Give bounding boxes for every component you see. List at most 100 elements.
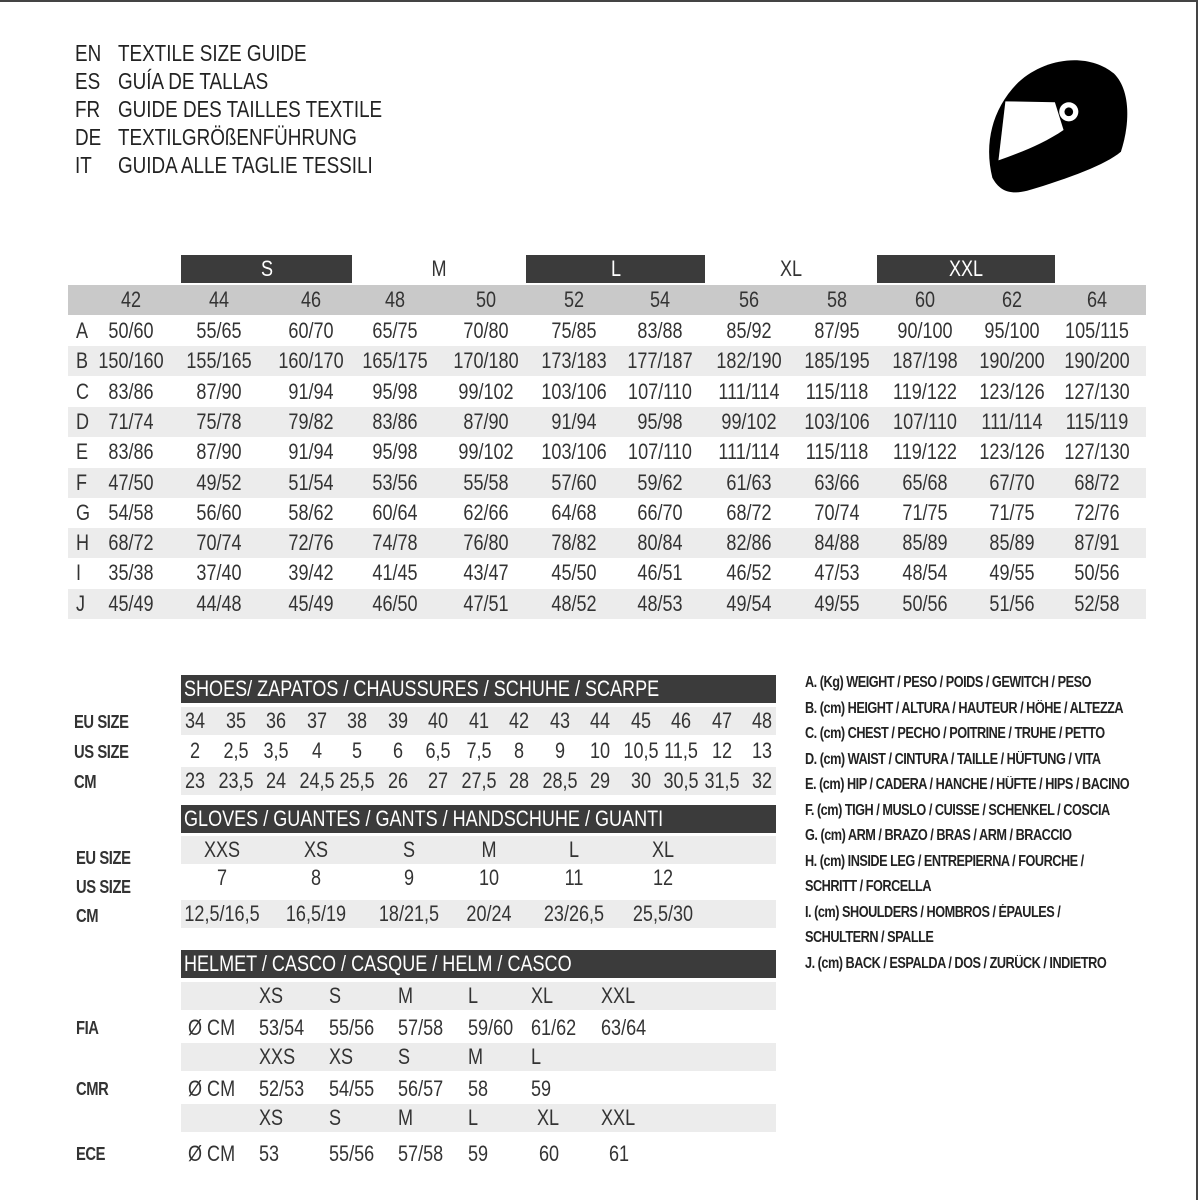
shoe-size-cell: 30 (630, 768, 651, 793)
table-cell: 72/76 (288, 530, 334, 556)
table-cell: 55/58 (463, 469, 509, 495)
helmet-size-row-stripe (181, 1104, 776, 1132)
table-cell: 52/58 (1074, 590, 1120, 616)
table-cell: 56/60 (196, 499, 242, 525)
shoes-row-label: EU SIZE (74, 712, 129, 732)
table-cell: 64/68 (551, 499, 597, 525)
helmet-value-cell: 55/56 (329, 1015, 375, 1040)
table-cell: 170/180 (453, 348, 519, 374)
table-cell: 48/53 (637, 590, 683, 616)
shoe-size-cell: 25,5 (339, 768, 375, 793)
title-text: TEXTILGRÖßENFÜHRUNG (118, 124, 357, 150)
table-cell: 71/74 (108, 408, 154, 434)
legend-item: B. (cm) HEIGHT / ALTURA / HAUTEUR / HÖHE… (805, 699, 1124, 717)
table-cell: 119/122 (893, 439, 957, 465)
helmet-size-row-stripe (181, 982, 776, 1010)
title-text: TEXTILE SIZE GUIDE (118, 40, 307, 66)
helmet-standard-label: CMR (76, 1079, 109, 1099)
table-cell: 150/160 (98, 348, 164, 374)
helmet-standard-label: ECE (76, 1144, 106, 1164)
legend-item: C. (cm) CHEST / PECHO / POITRINE / TRUHE… (805, 725, 1105, 742)
size-band-label: L (610, 256, 621, 281)
shoes-row-stripe (181, 767, 776, 795)
glove-size-cell: XXS (203, 837, 241, 862)
table-cell: 60/64 (372, 499, 418, 525)
table-cell: 95/98 (637, 408, 683, 434)
table-cell: 37/40 (196, 560, 242, 586)
helmet-size-cell: L (531, 1044, 542, 1069)
shoes-header-bar (181, 675, 776, 703)
table-row-stripe (68, 467, 1146, 498)
shoe-size-cell: 39 (387, 708, 408, 733)
table-cell: 91/94 (288, 439, 334, 465)
title-language-code: IT (75, 152, 92, 178)
helmet-value-cell: 54/55 (329, 1076, 375, 1101)
helmet-standard-label: FIA (76, 1018, 99, 1038)
table-cell: 187/198 (892, 348, 958, 374)
table-cell: 35/38 (108, 560, 154, 586)
shoes-row-label: CM (74, 772, 97, 792)
table-cell: 63/66 (814, 469, 860, 495)
shoes-row-label: US SIZE (74, 742, 129, 762)
helmet-size-cell: XS (259, 983, 284, 1008)
shoe-size-cell: 44 (589, 708, 611, 733)
helmet-value-cell: 58 (468, 1076, 489, 1101)
glove-size-cell: XL (651, 837, 675, 862)
helmet-value-cell: 59/60 (468, 1015, 514, 1040)
helmet-value-cell: 61 (609, 1141, 630, 1166)
shoe-size-cell: 12 (711, 738, 732, 763)
shoe-size-cell: 26 (387, 768, 408, 793)
helmet-size-cell: L (468, 983, 479, 1008)
helmet-value-cell: 59 (531, 1076, 552, 1101)
shoe-size-cell: 30,5 (663, 768, 699, 793)
shoe-size-cell: 37 (306, 708, 327, 733)
gloves-row-stripe (181, 836, 776, 864)
helmet-size-cell: L (468, 1105, 479, 1130)
shoe-size-cell: 38 (346, 708, 368, 733)
helmet-value-cell: 61/62 (531, 1015, 577, 1040)
shoe-size-cell: 23,5 (217, 768, 254, 793)
title-language-code: ES (75, 68, 101, 94)
table-cell: 47/53 (814, 560, 860, 586)
size-number: 64 (1086, 287, 1108, 312)
table-cell: 54/58 (108, 499, 154, 525)
table-cell: 190/200 (1064, 348, 1130, 374)
table-cell: 85/89 (902, 530, 948, 556)
table-cell: 48/54 (902, 560, 948, 586)
row-key: I (76, 560, 82, 586)
gloves-row-label: CM (76, 906, 99, 926)
size-number: 58 (826, 287, 848, 312)
shoe-size-cell: 46 (670, 708, 692, 733)
table-cell: 55/65 (196, 318, 242, 343)
shoe-size-cell: 28,5 (541, 768, 578, 793)
table-cell: 111/114 (718, 439, 780, 465)
helmet-size-cell: XS (329, 1044, 354, 1069)
title-language-code: DE (75, 124, 102, 150)
gloves-title: GLOVES / GUANTES / GANTS / HANDSCHUHE / … (184, 806, 664, 831)
table-cell: 85/89 (989, 530, 1035, 556)
table-cell: 84/88 (814, 530, 860, 556)
table-cell: 90/100 (897, 318, 953, 343)
shoe-size-cell: 2 (189, 738, 201, 763)
helmet-value-cell: 56/57 (398, 1076, 444, 1101)
helmet-size-cell: XXL (601, 1105, 636, 1130)
table-cell: 74/78 (372, 530, 418, 556)
title-language-code: EN (75, 40, 102, 66)
table-cell: 46/52 (726, 560, 772, 586)
table-cell: 51/54 (288, 469, 334, 495)
table-cell: 107/110 (628, 439, 692, 465)
table-cell: 155/165 (186, 348, 252, 374)
glove-size-cell: XS (303, 837, 329, 862)
size-number-row (68, 285, 1146, 315)
shoe-size-cell: 40 (427, 708, 449, 733)
table-cell: 43/47 (463, 560, 509, 586)
row-key: G (76, 499, 91, 525)
table-cell: 75/78 (196, 408, 242, 434)
table-cell: 50/56 (1074, 560, 1120, 586)
row-key: B (76, 348, 89, 374)
table-cell: 67/70 (989, 469, 1035, 495)
table-cell: 50/60 (108, 318, 154, 343)
legend-item: F. (cm) TIGH / MUSLO / CUISSE / SCHENKEL… (805, 801, 1110, 819)
table-cell: 49/55 (989, 560, 1035, 586)
